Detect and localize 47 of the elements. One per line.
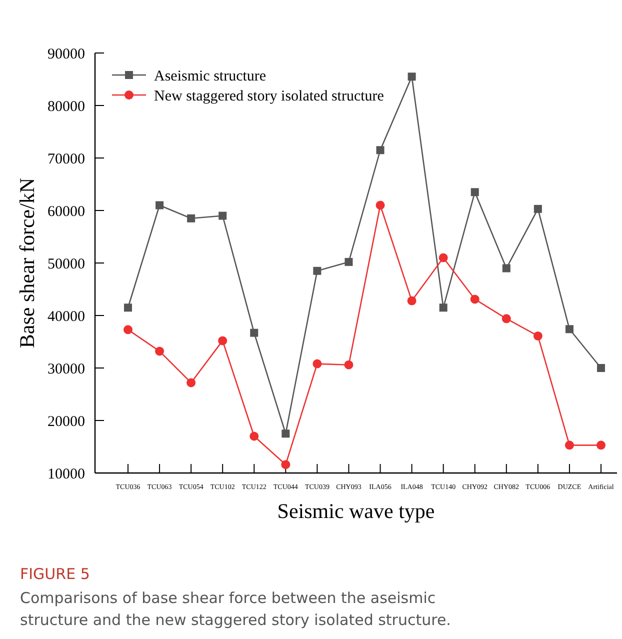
point xyxy=(376,146,384,154)
point xyxy=(124,304,132,312)
point xyxy=(250,328,258,337)
y-tick-label: 10000 xyxy=(48,466,85,482)
y-tick-label: 30000 xyxy=(48,361,85,378)
point xyxy=(313,266,322,275)
point xyxy=(187,214,196,222)
point xyxy=(155,346,164,356)
point xyxy=(312,359,322,368)
text: Comparisons of base shear force between the aseismic structure and the new staggered story isolated structure. xyxy=(20,589,451,629)
point xyxy=(438,253,448,262)
point xyxy=(282,430,290,438)
point xyxy=(564,440,574,450)
point xyxy=(470,294,480,304)
point xyxy=(596,440,606,450)
point xyxy=(218,336,228,346)
point xyxy=(502,264,510,272)
point xyxy=(344,360,354,370)
point xyxy=(597,364,605,372)
point xyxy=(344,258,353,266)
point xyxy=(533,331,542,340)
y-axis-title: Base shear force/kN xyxy=(15,178,39,348)
legend-label: Aseismic structure xyxy=(154,68,266,84)
y-tick-label: 50000 xyxy=(48,256,85,272)
caption: FIGURE 5 xyxy=(20,565,90,583)
y-tick-label: 60000 xyxy=(48,204,85,220)
point xyxy=(408,72,416,81)
y-tick-label: 90000 xyxy=(48,46,85,62)
point xyxy=(186,378,196,388)
point xyxy=(439,304,448,312)
y-tick-label: 20000 xyxy=(48,414,85,430)
point xyxy=(470,188,479,196)
y-tick-label: 70000 xyxy=(48,151,85,168)
point xyxy=(124,325,132,334)
point xyxy=(218,212,227,220)
point xyxy=(156,201,164,210)
legend-label: New staggered story isolated structure xyxy=(154,88,384,104)
point xyxy=(376,200,385,210)
y-tick-label: 80000 xyxy=(48,98,85,115)
point xyxy=(281,460,290,470)
point xyxy=(534,204,542,213)
point xyxy=(502,314,511,324)
x-axis-title: Seismic wave type xyxy=(277,499,435,523)
y-tick-label: 40000 xyxy=(48,308,85,325)
point xyxy=(250,432,259,441)
point xyxy=(565,325,574,334)
point xyxy=(407,296,416,306)
